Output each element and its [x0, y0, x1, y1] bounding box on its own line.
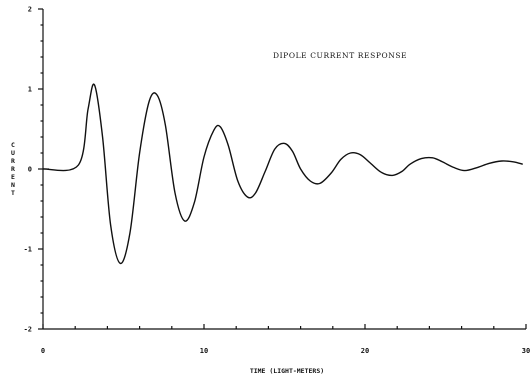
y-tick-label: 2 — [28, 6, 32, 14]
x-tick-label: 0 — [41, 347, 45, 355]
x-tick-label: 20 — [361, 347, 369, 355]
data-series-line — [42, 83, 523, 265]
x-tick-label: 30 — [522, 347, 530, 355]
y-tick-label: 0 — [28, 166, 32, 174]
chart-title: DIPOLE CURRENT RESPONSE — [273, 51, 407, 60]
y-axis-title-letter: E — [11, 173, 15, 181]
tick-marks — [38, 8, 527, 330]
x-tick-label: 10 — [200, 347, 208, 355]
y-axis-title-letter: U — [11, 149, 15, 157]
y-tick-label: -1 — [24, 246, 32, 254]
y-axis-title-letter: T — [11, 189, 15, 197]
y-axis-title-letter: R — [11, 157, 15, 165]
y-axis-title-letter: R — [11, 165, 15, 173]
y-axis-title-letter: C — [11, 141, 15, 149]
y-tick-label: -2 — [24, 326, 32, 334]
x-axis-title: TIME (LIGHT-METERS) — [250, 367, 324, 375]
y-axis-title-letter: N — [11, 181, 15, 189]
y-axis-title: CURRENT — [11, 141, 15, 197]
y-tick-label: 1 — [28, 86, 32, 94]
